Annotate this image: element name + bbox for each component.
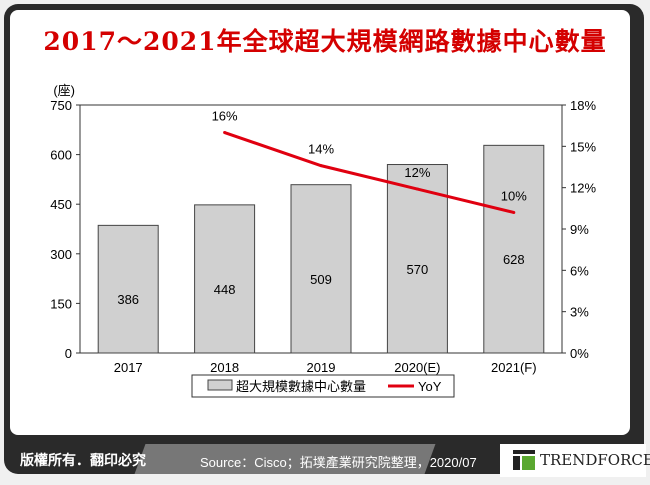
y2-tick-label: 9% [570, 222, 589, 237]
legend [191, 374, 455, 398]
y-tick-label: 150 [50, 296, 72, 311]
trendforce-logo-icon [513, 450, 535, 470]
yoy-label: 10% [501, 188, 527, 203]
source-note: Source：Cisco；拓墣產業研究院整理，2020/07 [200, 455, 477, 470]
chart-title: 2017～2021年全球超大規模網路數據中心數量 [43, 27, 607, 56]
legend-bar-swatch [207, 379, 233, 391]
y-tick-label: 600 [50, 148, 72, 163]
yoy-point [415, 187, 419, 191]
y2-tick-label: 15% [570, 139, 596, 154]
bar-label: 628 [503, 252, 525, 267]
legend-bar-label: 超大規模數據中心數量 [236, 379, 366, 394]
y2-tick-label: 0% [570, 346, 589, 361]
x-tick-label: 2017 [114, 360, 143, 375]
yoy-label: 16% [212, 109, 238, 124]
yoy-label: 12% [404, 165, 430, 180]
yoy-point [223, 131, 227, 135]
bar [97, 224, 159, 354]
logo-text: TRENDFORCE [540, 451, 650, 469]
bar [194, 204, 256, 354]
y2-tick-label: 6% [570, 263, 589, 278]
bar [290, 184, 352, 354]
x-tick-label: 2020(E) [394, 360, 440, 375]
legend-line-label: YoY [418, 379, 442, 394]
yoy-line [224, 131, 515, 214]
x-tick-label: 2018 [210, 360, 239, 375]
yoy-label: 14% [308, 142, 334, 157]
x-tick-label: 2021(F) [491, 360, 537, 375]
bar-label: 448 [214, 282, 236, 297]
y-tick-label: 750 [50, 98, 72, 113]
bar-label: 570 [407, 262, 429, 277]
y2-tick-label: 12% [570, 181, 596, 196]
copyright: 版權所有．翻印必究 [20, 453, 146, 469]
yoy-point [319, 164, 323, 168]
y-unit-label: (座) [53, 83, 75, 98]
bar [386, 164, 448, 354]
y2-tick-label: 18% [570, 98, 596, 113]
bar-label: 386 [117, 292, 139, 307]
y-tick-label: 0 [65, 346, 72, 361]
chart: (座) 0 150 300 450 600 750 0% 3% 6% 9% 12% 15% 18% 386 2… [50, 83, 596, 398]
y-tick-label: 300 [50, 247, 72, 262]
yoy-point [512, 210, 516, 214]
bar-label: 509 [310, 272, 332, 287]
y-tick-label: 450 [50, 197, 72, 212]
y2-tick-label: 3% [570, 305, 589, 320]
x-tick-label: 2019 [307, 360, 336, 375]
bar [483, 144, 545, 354]
trendforce-logo: TRENDFORCE [513, 450, 650, 470]
